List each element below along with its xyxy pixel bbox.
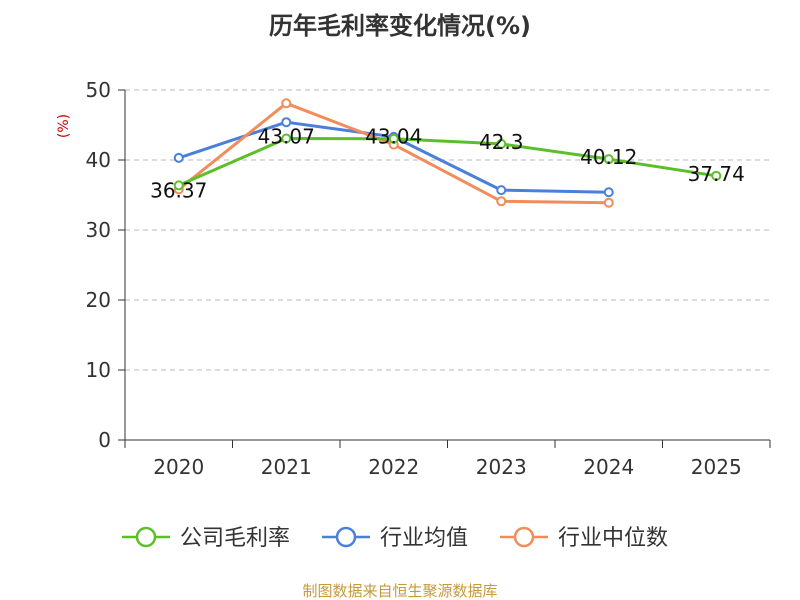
x-tick-label-2020: 2020 bbox=[153, 455, 204, 479]
data-labels: 36.37 43.07 43.04 42.3 40.12 37.74 bbox=[150, 125, 745, 203]
data-label-2020: 36.37 bbox=[150, 178, 207, 202]
legend-marker-1 bbox=[335, 526, 357, 548]
x-tick-label-2021: 2021 bbox=[261, 455, 312, 479]
series-0-point-2024 bbox=[603, 154, 614, 165]
data-label-2021: 43.07 bbox=[258, 125, 315, 149]
legend-item-1: 行业均值 bbox=[322, 526, 468, 551]
series-0-point-2022 bbox=[388, 133, 399, 144]
chart-title: 历年毛利率变化情况(%) bbox=[269, 12, 531, 40]
series-1-point-2024 bbox=[603, 187, 614, 198]
source-note: 制图数据来自恒生聚源数据库 bbox=[302, 582, 497, 600]
legend-label-0: 公司毛利率 bbox=[180, 526, 290, 551]
y-axis-unit: (%) bbox=[56, 114, 72, 138]
series-0-point-2021 bbox=[281, 133, 292, 144]
y-tick-label-50: 50 bbox=[86, 78, 111, 102]
legend-label-1: 行业均值 bbox=[380, 526, 468, 551]
series-2-point-2021 bbox=[281, 98, 292, 109]
legend-item-2: 行业中位数 bbox=[500, 526, 668, 551]
series-0-point-2023 bbox=[496, 138, 507, 149]
data-label-2023: 42.3 bbox=[479, 130, 524, 154]
series-2-point-2023 bbox=[496, 196, 507, 207]
series-0-point-2020 bbox=[173, 180, 184, 191]
y-tick-label-10: 10 bbox=[86, 358, 111, 382]
data-label-2025: 37.74 bbox=[688, 162, 745, 186]
series-line-0 bbox=[178, 137, 717, 187]
x-tick-label-2023: 2023 bbox=[476, 455, 527, 479]
legend-item-0: 公司毛利率 bbox=[122, 526, 290, 551]
legend: 公司毛利率 行业均值 行业中位数 bbox=[122, 526, 668, 551]
y-tick-label-40: 40 bbox=[86, 148, 111, 172]
y-tick-label-0: 0 bbox=[98, 428, 111, 452]
grid-lines bbox=[125, 89, 770, 371]
axes: 0 10 20 30 40 50 2020 2021 2022 2023 2024 2025 bbox=[86, 78, 771, 479]
series-0-point-2025 bbox=[711, 170, 722, 181]
legend-label-2: 行业中位数 bbox=[558, 526, 668, 551]
series-1-point-2023 bbox=[496, 185, 507, 196]
legend-marker-0 bbox=[135, 526, 157, 548]
series-2-point-2024 bbox=[603, 197, 614, 208]
x-tick-label-2025: 2025 bbox=[691, 455, 742, 479]
data-label-2022: 43.04 bbox=[365, 125, 422, 149]
series-1-point-2021 bbox=[281, 117, 292, 128]
data-label-2024: 40.12 bbox=[580, 145, 637, 169]
series-line-2 bbox=[177, 101, 609, 205]
legend-marker-2 bbox=[513, 526, 535, 548]
x-tick-label-2024: 2024 bbox=[583, 455, 634, 479]
x-tick-label-2022: 2022 bbox=[368, 455, 419, 479]
series-1-point-2020 bbox=[173, 152, 184, 163]
series-layer bbox=[173, 98, 722, 208]
y-tick-label-20: 20 bbox=[86, 288, 111, 312]
y-tick-label-30: 30 bbox=[86, 218, 111, 242]
